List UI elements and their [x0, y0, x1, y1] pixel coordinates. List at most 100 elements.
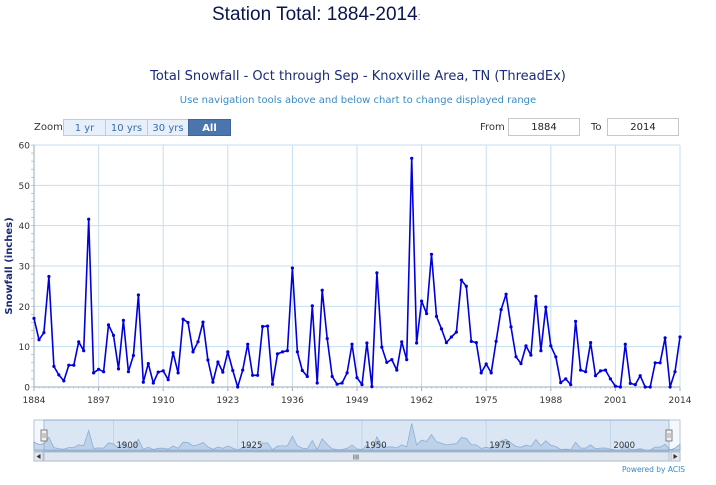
plot-area: 0 10 20 30 40 50 60 1884 1897 1910 1923 1936 1949 19… [4, 142, 692, 407]
data-point [141, 380, 145, 384]
data-point [156, 370, 160, 374]
navigator-series-area [33, 423, 681, 451]
data-point [593, 374, 598, 378]
data-point [146, 362, 150, 366]
data-point [390, 358, 394, 362]
data-point [111, 333, 116, 337]
navigator[interactable]: 1900 1925 1950 1975 2000 [33, 419, 681, 452]
navigator-tick-label: 1975 [489, 441, 511, 451]
data-point [395, 368, 399, 372]
data-point [539, 349, 543, 353]
data-point [569, 383, 573, 387]
data-point [633, 383, 637, 387]
data-point [370, 385, 374, 389]
scrollbar[interactable]: III [33, 451, 681, 462]
navigator-right-handle[interactable] [665, 429, 673, 442]
data-point [544, 305, 548, 309]
data-point [524, 344, 528, 348]
handle-left-body[interactable] [40, 429, 48, 442]
data-point [206, 358, 210, 362]
navigator-left-handle[interactable] [40, 429, 48, 442]
data-point [608, 377, 613, 381]
x-tick-label: 1897 [87, 396, 110, 406]
data-point [102, 370, 106, 374]
zoom-all-button[interactable]: All [188, 119, 231, 136]
data-point [310, 304, 314, 308]
to-label: To [591, 122, 602, 133]
data-point [340, 381, 344, 385]
series-snowfall[interactable] [32, 156, 682, 389]
page-heading-text: Station Total: 1884-2014 [212, 4, 418, 25]
data-point [653, 361, 657, 365]
data-point [290, 266, 294, 270]
from-date-input[interactable] [508, 118, 580, 136]
data-point [484, 362, 488, 366]
data-point [648, 385, 652, 389]
x-tick-label: 1884 [23, 396, 46, 406]
navigator-tick-label: 2000 [613, 441, 635, 451]
data-point [444, 341, 448, 345]
data-point [67, 363, 71, 367]
data-point [449, 335, 453, 339]
data-point [295, 350, 299, 354]
data-point [191, 350, 195, 354]
data-point [305, 374, 309, 379]
data-point [350, 342, 354, 346]
data-point [420, 299, 424, 303]
data-point [226, 350, 230, 354]
data-point [638, 374, 642, 378]
page-heading-suffix: : [417, 11, 421, 23]
powered-by-credit[interactable]: Powered by ACIS [622, 465, 686, 474]
zoom-30yrs-button[interactable]: 30 yrs [147, 119, 189, 136]
data-point [429, 252, 434, 256]
data-point [261, 324, 265, 329]
y-tick-label: 50 [19, 182, 31, 192]
data-point [574, 319, 578, 323]
chart-title: Total Snowfall - Oct through Sep - Knoxv… [150, 69, 566, 84]
data-point [42, 331, 46, 335]
data-point [300, 368, 304, 373]
x-tick-label: 2001 [604, 396, 627, 406]
data-point [57, 373, 61, 377]
data-point [673, 370, 677, 374]
data-point [454, 330, 458, 334]
data-point [315, 381, 319, 385]
data-point [116, 367, 121, 371]
to-date-input[interactable] [607, 118, 679, 136]
data-point [136, 293, 140, 297]
data-point [320, 288, 324, 292]
data-point [62, 379, 66, 383]
data-point [82, 349, 86, 353]
x-tick-label: 1923 [216, 396, 239, 406]
x-tick-label: 1936 [281, 396, 304, 406]
data-point [241, 368, 245, 372]
data-point [469, 339, 473, 343]
x-tick-labels: 1884 1897 1910 1923 1936 1949 1962 1975 1988 2001… [23, 396, 692, 406]
data-point [325, 337, 329, 341]
data-point [77, 340, 81, 344]
data-point [221, 370, 225, 374]
x-tick-label: 1949 [346, 396, 369, 406]
y-tick-labels: 0 10 20 30 40 50 60 [19, 142, 31, 394]
data-point [365, 341, 369, 345]
data-point [201, 320, 205, 324]
data-point [161, 369, 165, 373]
data-point [623, 342, 627, 346]
data-point [231, 368, 235, 373]
data-point [479, 371, 483, 375]
data-point [251, 373, 255, 377]
scrollbar-thumb[interactable] [43, 451, 670, 462]
data-point [668, 385, 672, 389]
x-tick-label: 1988 [539, 396, 562, 406]
scrollbar-grip: III [353, 454, 359, 462]
data-point [459, 278, 463, 282]
handle-right-body[interactable] [665, 429, 673, 442]
y-tick-label: 40 [19, 222, 31, 232]
data-point [559, 381, 563, 385]
zoom-label: Zoom [34, 122, 63, 133]
data-point [375, 271, 379, 275]
data-point [280, 350, 285, 354]
scroll-right-arrow-icon [673, 454, 678, 459]
navigator-tick-label: 1950 [365, 441, 387, 451]
data-point [474, 341, 478, 345]
